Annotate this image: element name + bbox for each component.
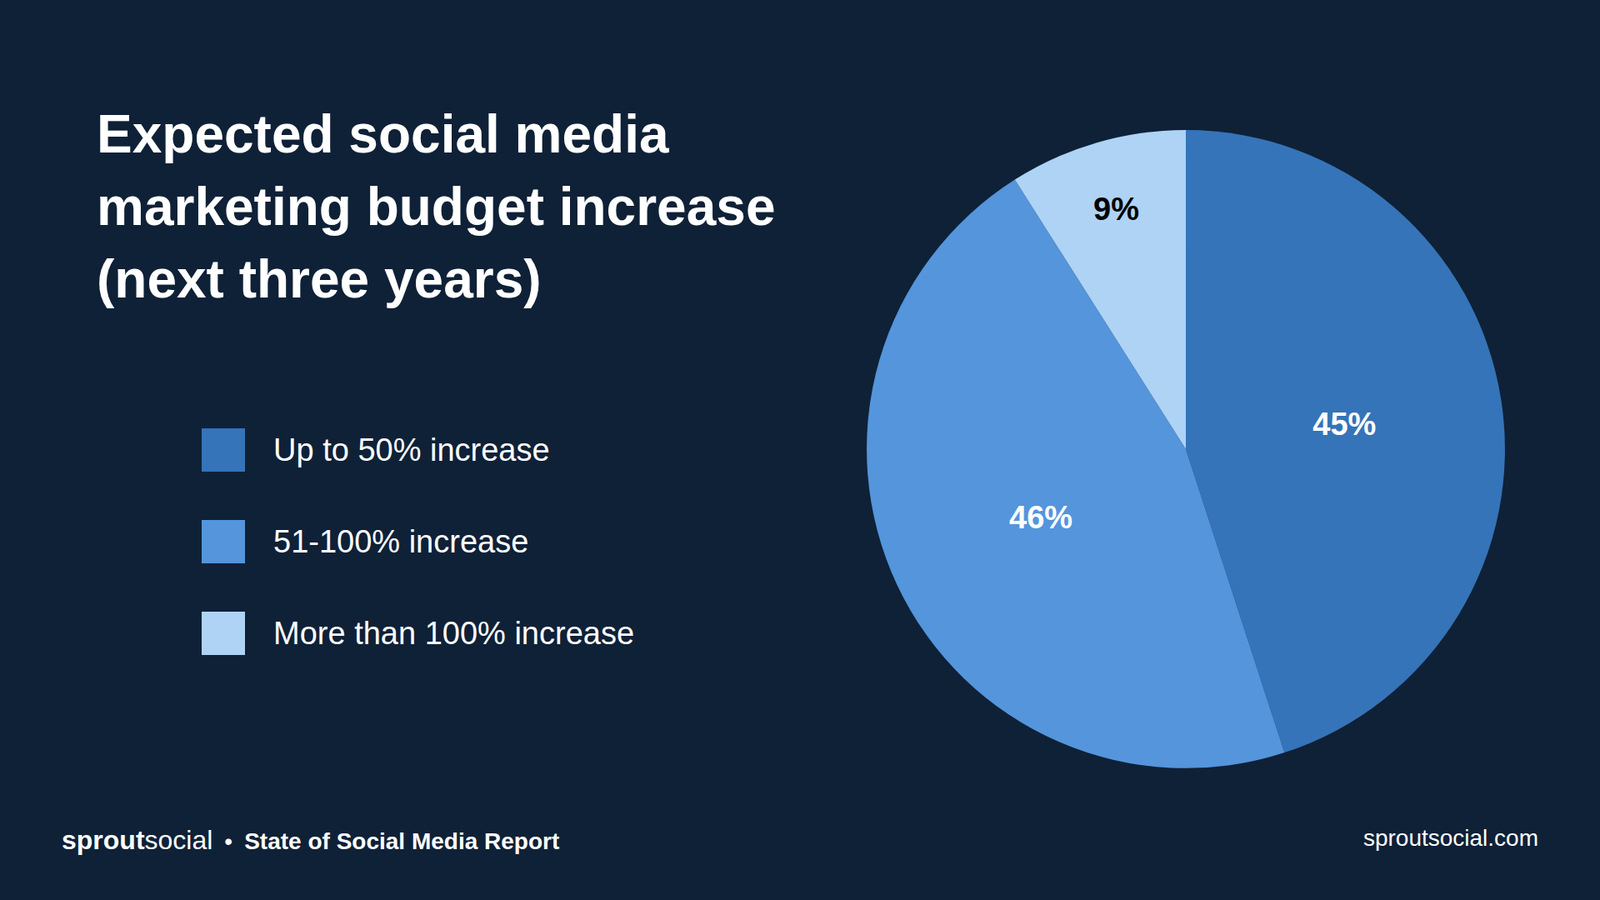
html-text:State of Social Media Report: State of Social Media Report xyxy=(244,828,560,855)
svg-text:9%: 9% xyxy=(1093,191,1140,227)
svg-text:45%: 45% xyxy=(1312,406,1376,442)
svg-text:46%: 46% xyxy=(1009,500,1073,535)
html-text:Up to 50% increase: Up to 50% increase xyxy=(273,432,550,468)
html-text:sprout social: sprout social xyxy=(61,825,213,855)
html-text:sproutsocial.com: sproutsocial.com xyxy=(1363,825,1539,851)
html-text:More than 100% increase: More than 100% increase xyxy=(273,615,635,651)
html-text:51-100% increase: 51-100% increase xyxy=(273,523,529,559)
html-text:Expected social media marketin: Expected social media marketing budget i… xyxy=(96,104,776,310)
